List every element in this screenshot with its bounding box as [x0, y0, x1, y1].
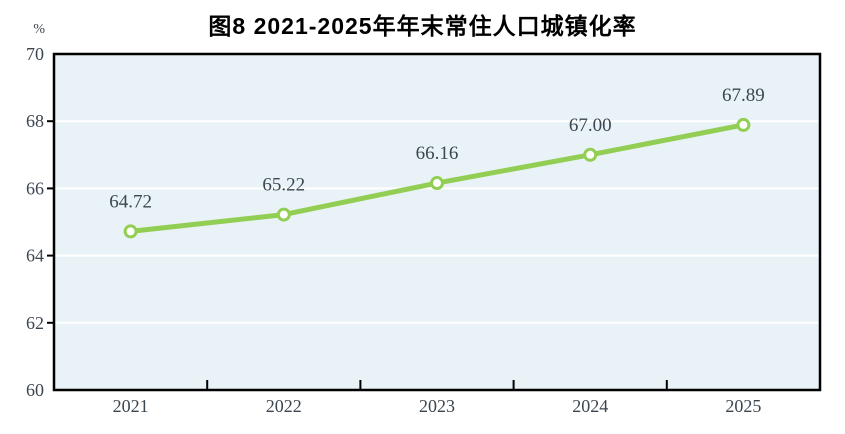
- data-point-label: 65.22: [262, 175, 305, 196]
- x-axis-tick-label: 2022: [266, 396, 302, 416]
- data-point-label: 64.72: [109, 191, 152, 212]
- y-axis-tick-label: 64: [26, 246, 44, 266]
- y-axis-tick-label: 60: [26, 380, 44, 400]
- data-point-marker: [276, 207, 291, 222]
- data-point-marker: [583, 147, 598, 162]
- data-point-marker: [430, 176, 444, 191]
- data-point-label: 67.89: [722, 85, 765, 106]
- plot-area: [54, 54, 820, 390]
- x-axis-tick-label: 2023: [419, 396, 455, 416]
- chart-title: 图8 2021-2025年年末常住人口城镇化率: [208, 13, 637, 39]
- y-axis-tick-label: 66: [26, 178, 44, 198]
- data-point-label: 66.16: [416, 143, 459, 164]
- y-axis-tick-label: 70: [26, 44, 44, 64]
- plot-border: [52, 52, 822, 392]
- data-point-label: 67.00: [569, 115, 612, 136]
- x-axis-tick-label: 2025: [725, 396, 761, 416]
- data-point-marker: [123, 224, 138, 239]
- x-axis-tick-label: 2021: [113, 396, 149, 416]
- data-point-marker: [736, 117, 751, 132]
- y-axis-unit-label: %: [33, 22, 45, 37]
- x-axis-tick-label: 2024: [572, 396, 608, 416]
- y-axis-tick-label: 68: [26, 111, 44, 131]
- y-axis-tick-label: 62: [26, 313, 44, 333]
